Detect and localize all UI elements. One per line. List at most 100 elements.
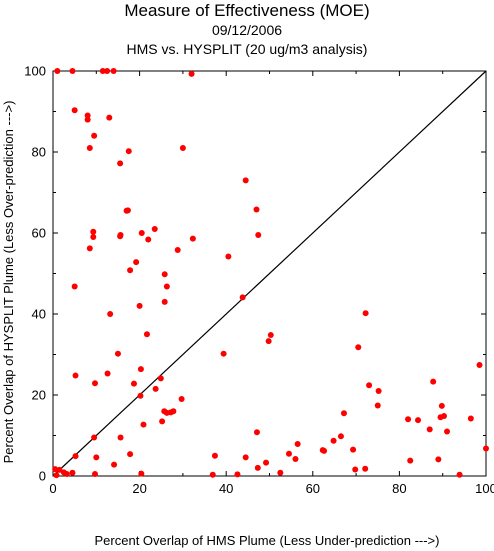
data-point [179,144,186,151]
data-point [138,470,145,477]
chart-analysis-subtitle: HMS vs. HYSPLIT (20 ug/m3 analysis) [126,41,368,57]
data-point [125,148,132,155]
data-point [127,267,134,274]
data-point [415,417,422,424]
data-point [444,428,451,435]
data-point [117,434,124,441]
data-point [72,372,79,379]
data-point [456,471,463,478]
data-point [63,470,70,477]
data-point [242,454,249,461]
y-tick-label: 100 [24,64,46,79]
data-point [483,445,489,452]
data-point [124,207,131,214]
data-points [52,68,489,479]
data-point [242,177,249,184]
x-tick-label: 40 [219,481,233,496]
chart-title: Measure of Effectiveness (MOE) [124,1,370,20]
data-point [69,68,76,74]
data-point [93,454,100,461]
data-point [86,144,93,151]
data-point [106,114,113,121]
data-point [253,429,260,436]
y-tick-label: 0 [39,469,46,484]
data-point [143,331,150,338]
y-tick-label: 20 [32,388,46,403]
data-point [407,457,414,464]
data-point [140,421,147,428]
data-point [476,362,483,369]
data-point [188,70,195,77]
data-point [330,437,337,444]
y-axis: 0 20 40 60 80 100 [24,64,486,484]
data-point [292,455,299,462]
data-point [178,396,185,403]
data-point [435,456,442,463]
x-tick-label: 100 [475,481,494,496]
data-point [161,271,168,278]
x-tick-label: 80 [392,481,406,496]
data-point [161,298,168,305]
y-tick-label: 60 [32,226,46,241]
y-axis-label: Percent Overlap of HYSPLIT Plume (Less O… [1,101,16,464]
x-axis: 0 20 40 60 80 100 [49,71,494,496]
data-point [138,230,145,236]
data-point [277,469,284,476]
data-point [137,392,144,399]
data-point [239,294,246,301]
x-axis-label: Percent Overlap of HMS Plume (Less Under… [95,533,440,548]
data-point [375,387,382,394]
data-point [350,446,357,453]
y-tick-label: 80 [32,145,46,160]
reference-diagonal [52,70,487,477]
data-point [440,413,447,420]
data-point [374,402,381,409]
data-point [152,385,159,392]
data-point [71,107,78,114]
data-point [90,228,97,235]
data-point [130,380,137,387]
data-point [225,253,232,260]
data-point [263,459,270,466]
data-point [220,350,227,357]
data-point [267,332,274,339]
data-point [337,433,344,440]
data-point [362,465,369,472]
data-point [92,470,99,477]
data-point [255,232,262,239]
data-point [86,245,93,252]
data-point [285,450,292,457]
data-point [71,283,78,290]
data-point [163,283,170,290]
data-point [114,350,121,357]
data-point [174,247,181,254]
data-point [53,472,60,479]
data-point [84,116,91,123]
data-point [91,434,98,441]
data-point [90,234,97,241]
data-point [151,225,158,232]
data-point [99,68,106,74]
data-point [157,375,164,382]
data-point [265,338,272,345]
y-tick-label: 40 [32,307,46,322]
data-point [127,451,134,458]
data-point [133,259,140,266]
data-point [467,415,474,422]
data-point [137,366,144,373]
data-point [91,132,98,139]
data-point [107,311,114,317]
data-point [189,235,196,242]
data-point [110,68,117,74]
x-tick-label: 20 [132,481,146,496]
data-point [340,410,347,417]
data-point [104,370,111,377]
data-point [104,68,111,74]
data-point [405,416,412,423]
data-point [253,206,260,213]
data-point [438,402,445,409]
x-tick-label: 60 [306,481,320,496]
data-point [72,453,79,460]
data-point [54,68,61,74]
